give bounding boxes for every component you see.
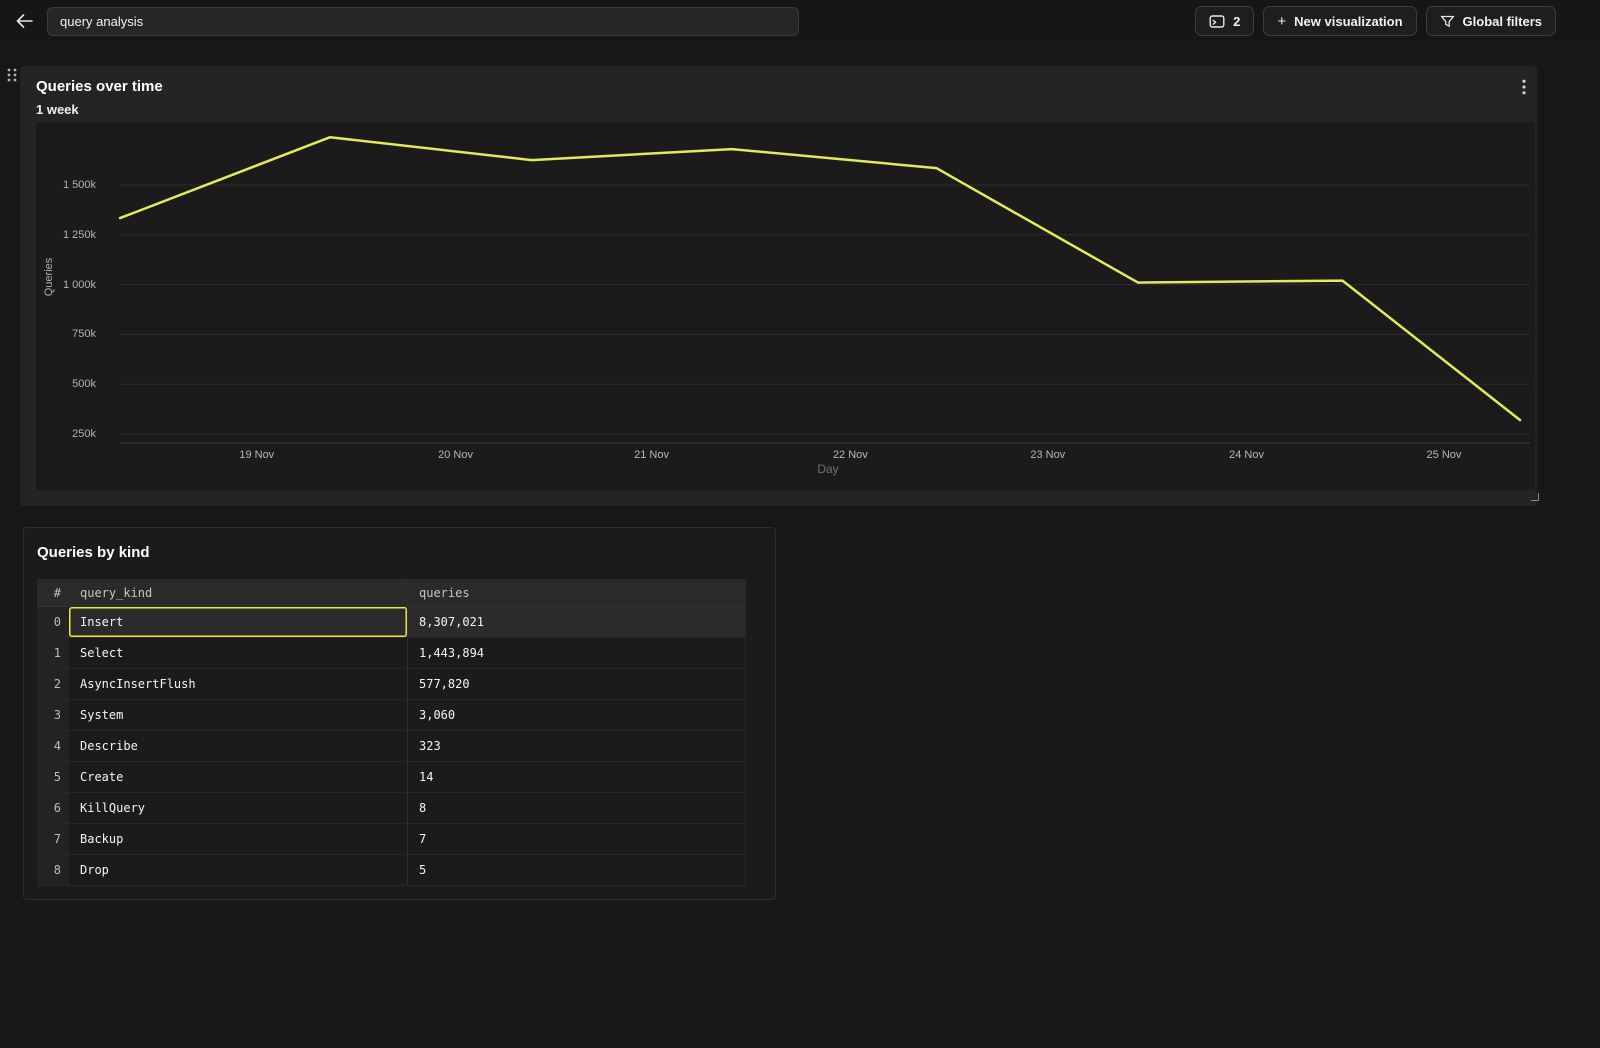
y-tick-label: 750k [72, 328, 96, 341]
col-header-queries[interactable]: queries [419, 585, 470, 600]
table-row: 1 Select 1,443,894 [37, 638, 745, 669]
drag-handle-icon[interactable] [6, 67, 18, 88]
table-row: 5 Create 14 [37, 762, 745, 793]
table-row: 6 KillQuery 8 [37, 793, 745, 824]
chart-title: Queries over time [36, 78, 163, 95]
row-index-cell: 4 [37, 731, 69, 761]
y-tick-label: 1 250k [62, 228, 96, 241]
col-header-query-kind[interactable]: query_kind [69, 579, 408, 606]
row-index-cell: 1 [37, 638, 69, 668]
table-row: 7 Backup 7 [37, 824, 745, 855]
queries-value-cell[interactable]: 7 [419, 832, 427, 846]
x-tick-label: 25 Nov [1426, 449, 1462, 461]
queries-line-series [118, 135, 1522, 422]
x-tick-label: 24 Nov [1229, 449, 1264, 461]
sql-console-button[interactable]: 2 [1195, 6, 1255, 36]
queries-value-cell[interactable]: 1,443,894 [419, 646, 485, 660]
query-kind-cell[interactable]: AsyncInsertFlush [69, 669, 408, 699]
chart-card: Queries over time 1 week Queries Day 1 5… [20, 66, 1539, 506]
global-filters-label: Global filters [1462, 13, 1542, 29]
query-kind-cell[interactable]: Select [69, 638, 408, 668]
line-chart-plot: Queries Day 1 500k 1 250k 1 000k 750k 500k 25… [36, 122, 1535, 490]
table-row: 3 System 3,060 [37, 700, 745, 731]
table-row: 2 AsyncInsertFlush 577,820 [37, 669, 745, 700]
arrow-left-icon [16, 14, 33, 28]
y-tick-label: 1 500k [62, 179, 96, 191]
dashboard-title-input[interactable] [47, 6, 799, 36]
row-index-cell: 8 [37, 855, 69, 885]
query-kind-cell[interactable]: Describe [69, 731, 408, 761]
query-kind-cell[interactable]: Drop [69, 855, 408, 885]
x-tick-label: 23 Nov [1030, 449, 1066, 461]
x-tick-label: 21 Nov [634, 449, 669, 461]
queries-value-cell[interactable]: 5 [419, 863, 427, 877]
chart-menu-button[interactable] [1513, 76, 1535, 98]
back-button[interactable] [12, 9, 36, 33]
kebab-vertical-icon [1522, 79, 1526, 95]
row-index-cell: 7 [37, 824, 69, 854]
new-visualization-button[interactable]: + New visualization [1263, 6, 1417, 36]
query-kind-cell[interactable]: Backup [69, 824, 408, 854]
topbar: 2 + New visualization Global filters [0, 0, 1600, 42]
row-index-cell: 3 [37, 700, 69, 730]
table-row: 8 Drop 5 [37, 855, 745, 886]
y-tick-label: 250k [72, 428, 96, 440]
query-kind-cell[interactable]: System [69, 700, 408, 730]
queries-value-cell[interactable]: 323 [419, 739, 441, 753]
x-tick-label: 22 Nov [832, 449, 868, 461]
table-row: 0 Insert 8,307,021 [37, 607, 745, 638]
row-index-cell: 5 [37, 762, 69, 792]
console-count: 2 [1233, 13, 1241, 29]
queries-value-cell[interactable]: 577,820 [419, 677, 470, 691]
row-index-cell: 0 [37, 607, 69, 637]
queries-value-cell[interactable]: 3,060 [419, 708, 456, 722]
resize-handle[interactable] [1531, 493, 1539, 501]
query-kind-cell[interactable]: Create [69, 762, 408, 792]
topbar-actions: 2 + New visualization Global filters [1195, 6, 1556, 36]
table-header-row: # query_kind queries [37, 579, 745, 607]
row-index-cell: 6 [37, 793, 69, 823]
queries-value-cell[interactable]: 14 [419, 770, 434, 784]
terminal-window-icon [1209, 14, 1225, 28]
row-index-cell: 2 [37, 669, 69, 699]
query-kind-cell[interactable]: Insert [69, 607, 408, 637]
chart-subtitle: 1 week [36, 102, 79, 117]
new-visualization-label: New visualization [1294, 13, 1403, 29]
queries-table: # query_kind queries 0 Insert 8,307,021 1 Selec… [37, 579, 746, 886]
x-tick-label: 19 Nov [239, 449, 275, 461]
filter-funnel-icon [1440, 15, 1454, 27]
table-row: 4 Describe 323 [37, 731, 745, 762]
plus-icon: + [1277, 12, 1287, 30]
col-header-index[interactable]: # [53, 585, 61, 600]
y-tick-label: 1 000k [62, 278, 96, 291]
y-tick-label: 500k [72, 378, 96, 391]
table-title: Queries by kind [37, 544, 150, 561]
queries-value-cell[interactable]: 8,307,021 [419, 615, 485, 629]
query-kind-cell[interactable]: KillQuery [69, 793, 408, 823]
queries-value-cell[interactable]: 8 [419, 801, 427, 815]
x-tick-label: 20 Nov [438, 449, 473, 461]
line-chart-svg [118, 135, 1530, 444]
global-filters-button[interactable]: Global filters [1425, 6, 1556, 36]
x-axis-title: Day [817, 462, 839, 476]
table-card: Queries by kind # query_kind queries 0 Inser… [23, 527, 776, 900]
